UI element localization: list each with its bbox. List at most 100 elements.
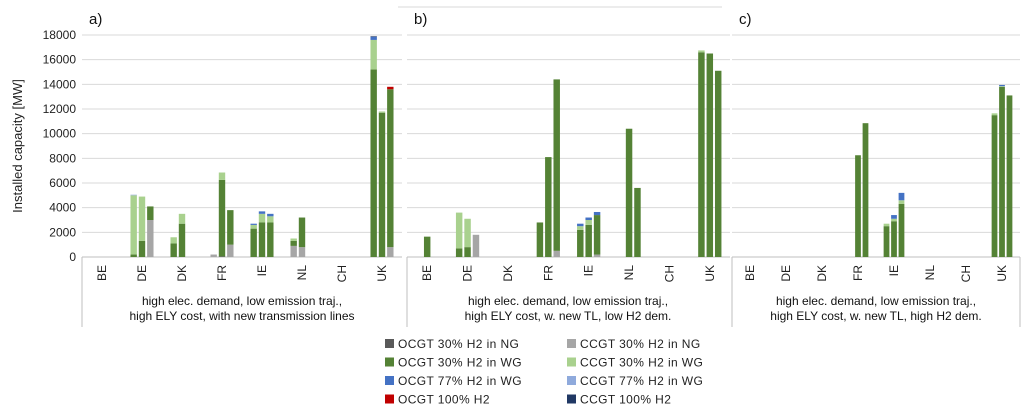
bar-segment-ocgt_30_wg — [178, 223, 186, 257]
bar-segment-ocgt_30_wg — [290, 240, 297, 246]
category-label: IE — [582, 265, 596, 276]
bar-segment-ocgt_30_wg — [370, 69, 377, 258]
bar-segment-ccgt_30_wg — [698, 50, 705, 53]
bar-segment-ocgt_77_wg — [891, 215, 897, 219]
bar-segment-ccgt_30_wg — [218, 172, 226, 180]
legend-swatch — [567, 357, 576, 367]
bar-segment-ccgt_30_wg — [464, 218, 471, 248]
y-tick-label: 18000 — [43, 28, 77, 42]
bar-segment-ccgt_30_ng — [298, 247, 306, 257]
bar-segment-ocgt_30_wg — [378, 112, 386, 257]
category-label: BE — [95, 265, 109, 281]
legend-label: CCGT 100% H2 — [580, 393, 671, 407]
category-label: UK — [375, 265, 389, 282]
legend-label: OCGT 30% H2 in WG — [398, 356, 522, 370]
bar-segment-ocgt_30_wg — [891, 221, 897, 257]
category-label: CH — [335, 265, 349, 282]
category-label: BE — [420, 265, 434, 281]
bar-segment-ccgt_30_wg — [898, 200, 905, 204]
bar-segment-ocgt_77_wg — [593, 211, 601, 216]
bar-segment-ocgt_30_wg — [898, 203, 905, 257]
bar-segment-ccgt_30_wg — [130, 195, 137, 255]
category-label: IE — [887, 265, 901, 276]
panel-subtitle: high ELY cost, with new transmission lin… — [130, 309, 355, 323]
panel-1: a) BE DE DK FR IE NL CH UK high elec. demand, low… — [81, 11, 402, 327]
bar-segment-ocgt_77_wg — [999, 84, 1005, 87]
bar-segment-ocgt_77_wg — [370, 36, 377, 40]
legend-swatch — [567, 394, 576, 404]
y-tick-label: 14000 — [43, 77, 77, 91]
y-tick-label: 0 — [69, 250, 76, 264]
bar-segment-ccgt_30_wg — [258, 213, 266, 223]
category-label: NL — [622, 265, 636, 281]
category-label: DK — [501, 265, 515, 282]
y-tick-label: 2000 — [49, 225, 76, 239]
bar-segment-ocgt_30_wg — [698, 52, 705, 258]
legend-swatch — [385, 357, 394, 367]
bar-segment-ccgt_30_ng — [227, 244, 234, 257]
bar-segment-ccgt_30_ng — [147, 220, 154, 257]
bar-segment-ocgt_30_wg — [258, 222, 266, 257]
bar-segment-ccgt_30_ng — [553, 250, 560, 257]
category-label: CH — [959, 265, 973, 282]
bar-segment-ocgt_30_wg — [170, 243, 177, 257]
y-axis-label: Installed capacity [MW] — [10, 79, 25, 213]
y-tick-label: 12000 — [43, 102, 77, 116]
bar-segment-ocgt_100 — [387, 86, 394, 90]
bar-segment-ocgt_30_wg — [625, 128, 633, 257]
category-label: UK — [995, 265, 1009, 282]
bar-segment-ccgt_30_wg — [267, 216, 274, 223]
y-tick-label: 10000 — [43, 127, 77, 141]
bar-segment-ocgt_30_wg — [883, 226, 890, 257]
legend: OCGT 30% H2 in NG CCGT 30% H2 in NG OCGT 3… — [385, 337, 703, 407]
category-label: NL — [295, 265, 309, 281]
bar-segment-ccgt_30_ng — [387, 247, 394, 257]
bar-segment-ccgt_30_wg — [585, 220, 592, 225]
bar-segment-ocgt_30_wg — [714, 70, 722, 258]
bar-segment-ccgt_30_ng — [472, 234, 480, 257]
bar-segment-ocgt_30_wg — [593, 215, 601, 255]
y-tick-label: 8000 — [49, 151, 76, 165]
category-label: FR — [851, 265, 865, 281]
legend-swatch — [567, 376, 576, 385]
bar-segment-ocgt_30_wg — [130, 254, 137, 257]
category-label: FR — [541, 265, 555, 281]
bar-segment-ocgt_30_wg — [991, 115, 998, 258]
bar-segment-ccgt_30_wg — [999, 86, 1005, 87]
bar-segment-ccgt_77_wg — [130, 194, 137, 196]
panel-label: c) — [739, 11, 752, 28]
legend-label: OCGT 30% H2 in NG — [398, 337, 519, 351]
bar-segment-ocgt_30_wg — [999, 86, 1005, 257]
bar-segment-ccgt_100 — [370, 36, 377, 37]
bar-segment-ccgt_30_wg — [138, 196, 146, 241]
bar-segment-ccgt_30_wg — [250, 224, 257, 229]
bar-segment-ocgt_30_wg — [298, 217, 306, 248]
bar-segment-ocgt_30_wg — [147, 206, 154, 220]
legend-swatch — [567, 339, 576, 348]
category-label: CH — [662, 265, 676, 282]
category-label: FR — [215, 265, 229, 281]
bar-segment-ccgt_30_wg — [178, 213, 186, 224]
bar-segment-ccgt_30_ng — [290, 245, 297, 257]
bar-segment-ccgt_30_wg — [883, 223, 890, 227]
category-label: UK — [703, 265, 717, 282]
bar-segment-ccgt_30_wg — [991, 113, 998, 116]
category-label: DK — [175, 265, 189, 282]
panel-label: a) — [89, 11, 102, 28]
bar-segment-ccgt_30_ng — [593, 254, 601, 257]
bar-segment-ocgt_30_wg — [577, 229, 584, 257]
panel-2: b) BE DE DK FR IE NL CH UK high elec. demand, low… — [406, 11, 730, 327]
bar-segment-ocgt_77_wg — [898, 192, 905, 201]
category-label: BE — [743, 265, 757, 281]
bar-segment-ocgt_30_wg — [862, 123, 869, 257]
legend-label: OCGT 77% H2 in WG — [398, 374, 522, 388]
legend-label: OCGT 100% H2 — [398, 393, 490, 407]
bar-segment-ocgt_77_wg — [250, 223, 257, 225]
legend-label: CCGT 77% H2 in WG — [580, 374, 703, 388]
panel-subtitle: high elec. demand, low emission traj., — [776, 294, 976, 308]
legend-swatch — [385, 394, 394, 404]
bar-segment-ccgt_30_wg — [455, 212, 463, 249]
panel-3: c) BE DE DK FR IE NL CH UK high elec. demand, low… — [731, 11, 1021, 327]
legend-swatch — [385, 339, 394, 348]
